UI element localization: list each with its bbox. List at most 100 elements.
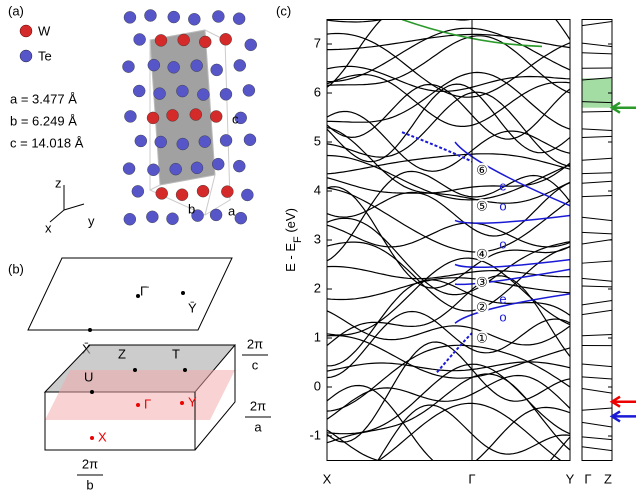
te-atom [191, 209, 204, 222]
band [327, 361, 570, 372]
band [581, 260, 613, 264]
band [327, 83, 570, 140]
te-atom [243, 133, 257, 146]
reciprocal-den: b [86, 477, 93, 492]
band [327, 334, 570, 379]
edge-label: c [232, 111, 239, 126]
te-atom [123, 11, 137, 24]
te-atom [144, 9, 157, 22]
band [327, 83, 570, 163]
panel-label: (b) [8, 261, 24, 276]
bz-point [90, 390, 94, 394]
bz-point [136, 403, 140, 407]
bz-point [88, 328, 92, 332]
band [581, 421, 613, 428]
axis-label: y [88, 213, 95, 228]
w-atom [175, 188, 189, 201]
band [327, 35, 570, 94]
green-shade [582, 78, 612, 108]
band [327, 32, 570, 98]
w-atom [209, 110, 223, 123]
band-label: ① [476, 330, 488, 345]
band [327, 241, 570, 312]
band [581, 77, 613, 81]
te-atom [188, 13, 201, 26]
legend-marker [19, 24, 33, 38]
legend-label: W [38, 23, 51, 38]
y-tick-label: 2 [314, 280, 321, 295]
axis-label: z [55, 175, 62, 190]
band [327, 429, 570, 461]
band-label: ② [476, 299, 488, 314]
bz-label: U [84, 369, 93, 384]
band [327, 310, 570, 346]
te-atom [134, 134, 148, 148]
parity-label: e [499, 178, 506, 193]
band [327, 310, 570, 379]
te-atom [133, 33, 146, 46]
surface-bz [27, 257, 233, 331]
band [581, 20, 613, 27]
reciprocal-den: a [254, 419, 262, 434]
parity-label: o [499, 198, 506, 213]
k-label: Y [566, 471, 575, 486]
lattice-constant: a = 3.477 Å [10, 91, 77, 106]
y-tick-label: 7 [314, 35, 321, 50]
w-atom [155, 187, 168, 200]
te-atom [209, 208, 223, 222]
band [327, 33, 570, 51]
band [327, 177, 570, 204]
band [327, 65, 570, 93]
w-atom [196, 184, 210, 198]
te-atom [210, 63, 223, 77]
label-bg [475, 300, 489, 314]
bulk-box [44, 345, 236, 451]
lattice-constant: c = 14.018 Å [10, 135, 84, 150]
y-tick-label: -1 [309, 427, 321, 442]
bz-point [183, 368, 187, 372]
bulk-plane [45, 370, 235, 420]
te-atom [131, 185, 145, 198]
band [327, 19, 570, 88]
legend-marker [19, 49, 33, 63]
band [581, 277, 613, 282]
te-atom [122, 60, 135, 73]
te-atom [244, 38, 257, 52]
band [581, 309, 613, 316]
k-label: Γ [584, 471, 591, 486]
blue-band [454, 141, 570, 207]
band [581, 180, 613, 184]
blue-band [454, 293, 570, 324]
reciprocal-num: 2π [250, 398, 266, 413]
parity-label: o [499, 309, 506, 324]
label-bg [475, 247, 489, 261]
reciprocal-num: 2π [82, 456, 98, 471]
y-axis-label: E - EF (eV) [283, 208, 303, 272]
panel-label: (c) [276, 3, 291, 18]
bz-point [181, 291, 185, 295]
parity-label: o [499, 236, 506, 251]
te-atom [167, 61, 180, 74]
band [327, 277, 570, 301]
w-atom [177, 33, 190, 47]
band [327, 153, 570, 175]
te-atom [232, 12, 246, 25]
blue-band [454, 268, 570, 286]
te-atom [190, 59, 203, 72]
te-atom [234, 111, 247, 125]
band-label: ③ [476, 274, 488, 289]
band [581, 407, 613, 411]
y-axis-label-part: E - E [283, 243, 298, 272]
te-atom [234, 211, 248, 225]
te-atom [190, 161, 204, 175]
te-atom [132, 84, 146, 98]
reciprocal-den: c [252, 357, 259, 372]
te-atom [147, 163, 160, 177]
axis-arrow [49, 185, 85, 223]
band [581, 285, 613, 288]
w-atom [146, 111, 160, 125]
band [581, 446, 613, 452]
te-atom [219, 88, 233, 101]
bz-label: Ȳ [188, 300, 197, 315]
